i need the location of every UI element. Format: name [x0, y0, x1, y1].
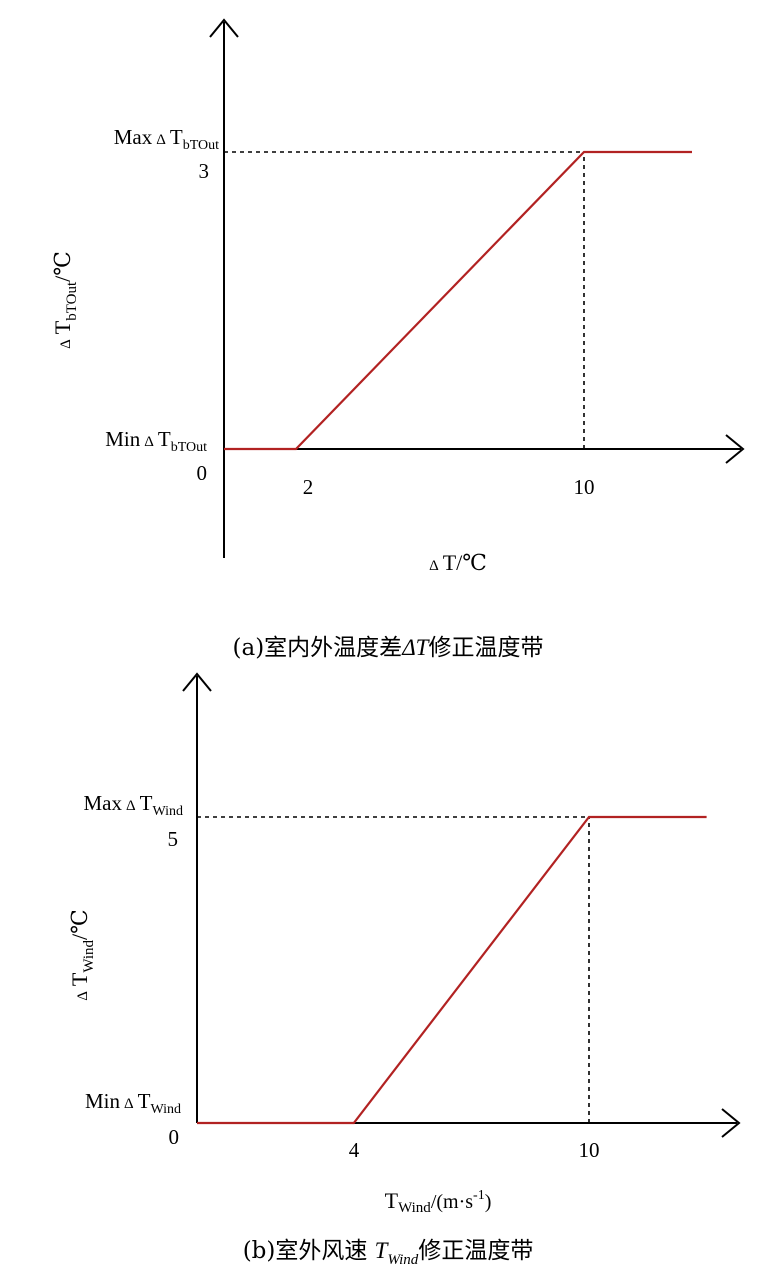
chart-a-y-axis-label: ΔTbTOut/℃: [50, 251, 80, 349]
chart-b-y-arrow: [182, 672, 212, 692]
chart-a-caption: (a)室内外温度差ΔT修正温度带: [233, 635, 544, 661]
chart-a-y-arrow: [209, 18, 239, 38]
chart-b-min-label: Min Δ TWind: [85, 1089, 181, 1117]
chart-b-x-tick-min: 4: [349, 1138, 360, 1162]
chart-b: Max Δ TWind 5 Min Δ TWind 0 4 10 TWind/(m·s-…: [67, 672, 741, 1268]
chart-b-x-tick-max: 10: [579, 1138, 600, 1162]
chart-b-max-label: Max Δ TWind: [83, 791, 183, 819]
chart-b-caption: (b)室外风速 TWind修正温度带: [243, 1238, 534, 1268]
chart-b-y-tick-max: 5: [168, 827, 179, 851]
chart-b-series-line: [197, 815, 707, 1125]
chart-a-x-axis-label: Δ T/℃: [429, 550, 487, 575]
chart-a-y-tick-max: 3: [199, 159, 210, 183]
chart-b-origin-label: 0: [169, 1125, 180, 1149]
chart-b-x-axis-label: TWind/(m·s-1): [385, 1188, 492, 1216]
chart-a-x-tick-max: 10: [574, 475, 595, 499]
chart-a-series-line: [224, 150, 692, 451]
chart-a-x-arrow: [725, 434, 745, 464]
chart-a: Max Δ TbTOut 3 Min Δ TbTOut 0 2 10 Δ T/℃ ΔTbT…: [50, 18, 745, 661]
chart-b-y-axis-label: ΔTWind/℃: [67, 909, 97, 1001]
chart-a-min-label: Min Δ TbTOut: [105, 427, 207, 455]
chart-b-x-arrow: [721, 1108, 741, 1138]
chart-a-origin-label: 0: [197, 461, 208, 485]
chart-a-x-tick-min: 2: [303, 475, 314, 499]
chart-a-max-label: Max Δ TbTOut: [114, 125, 219, 153]
